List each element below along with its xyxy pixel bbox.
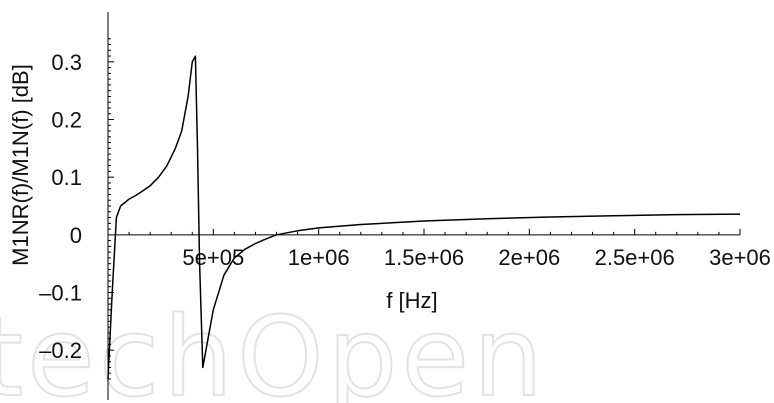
x-tick-label: 3e+06 bbox=[709, 245, 771, 270]
y-tick-label: –0.2 bbox=[39, 338, 82, 363]
y-tick-label: 0.3 bbox=[51, 50, 82, 75]
x-tick-label: 2.5e+06 bbox=[595, 245, 675, 270]
x-axis-label: f [Hz] bbox=[386, 288, 437, 313]
watermark-text: techOpen bbox=[0, 293, 547, 403]
series-line-1 bbox=[107, 55, 741, 380]
y-tick-labels: –0.2 –0.1 0 0.1 0.2 0.3 bbox=[39, 50, 82, 363]
x-tick-label: 1e+06 bbox=[288, 245, 350, 270]
x-tick-label: 1.5e+06 bbox=[384, 245, 464, 270]
series-group bbox=[107, 55, 741, 380]
y-axis-label: M1NR(f)/M1N(f) [dB] bbox=[8, 64, 33, 266]
y-tick-label: –0.1 bbox=[39, 281, 82, 306]
y-tick-label: 0.2 bbox=[51, 108, 82, 133]
y-tick-label: 0.1 bbox=[51, 165, 82, 190]
y-tick-label: 0 bbox=[70, 223, 82, 248]
x-tick-label: 2e+06 bbox=[498, 245, 560, 270]
x-tick-labels: 5e+05 1e+06 1.5e+06 2e+06 2.5e+06 3e+06 bbox=[182, 245, 770, 270]
ticks bbox=[108, 38, 741, 380]
